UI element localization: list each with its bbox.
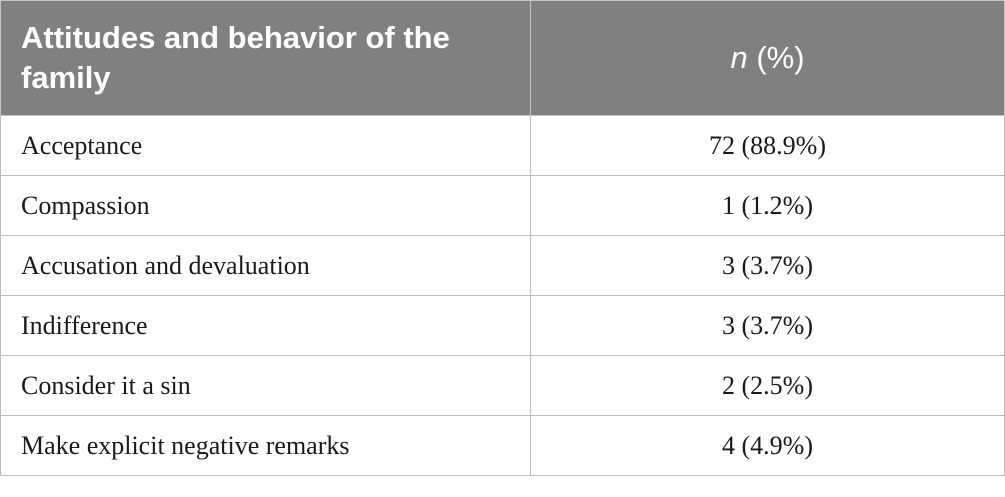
row-value: 72 (88.9%) [530,115,1005,176]
header-n-symbol: n [730,40,748,75]
row-label: Accusation and devaluation [0,235,531,296]
row-value: 3 (3.7%) [530,295,1005,356]
header-row: Attitudes and behavior of the family n (… [0,0,1005,116]
row-label: Compassion [0,175,531,236]
family-attitudes-table: Attitudes and behavior of the family n (… [0,0,1005,476]
row-label: Make explicit negative remarks [0,415,531,476]
table-row: Compassion 1 (1.2%) [0,175,1005,236]
table-row: Acceptance 72 (88.9%) [0,115,1005,176]
row-value: 4 (4.9%) [530,415,1005,476]
row-label: Acceptance [0,115,531,176]
row-label: Consider it a sin [0,355,531,416]
row-value: 2 (2.5%) [530,355,1005,416]
table-row: Indifference 3 (3.7%) [0,295,1005,356]
table-body: Acceptance 72 (88.9%) Compassion 1 (1.2%… [0,115,1005,476]
row-value: 1 (1.2%) [530,175,1005,236]
table-row: Make explicit negative remarks 4 (4.9%) [0,415,1005,476]
header-percent-label: (%) [747,40,805,75]
row-value: 3 (3.7%) [530,235,1005,296]
header-attitudes: Attitudes and behavior of the family [0,0,531,116]
table-header: Attitudes and behavior of the family n (… [0,0,1005,116]
row-label: Indifference [0,295,531,356]
table-row: Consider it a sin 2 (2.5%) [0,355,1005,416]
header-n-percent: n (%) [530,0,1005,116]
table-row: Accusation and devaluation 3 (3.7%) [0,235,1005,296]
